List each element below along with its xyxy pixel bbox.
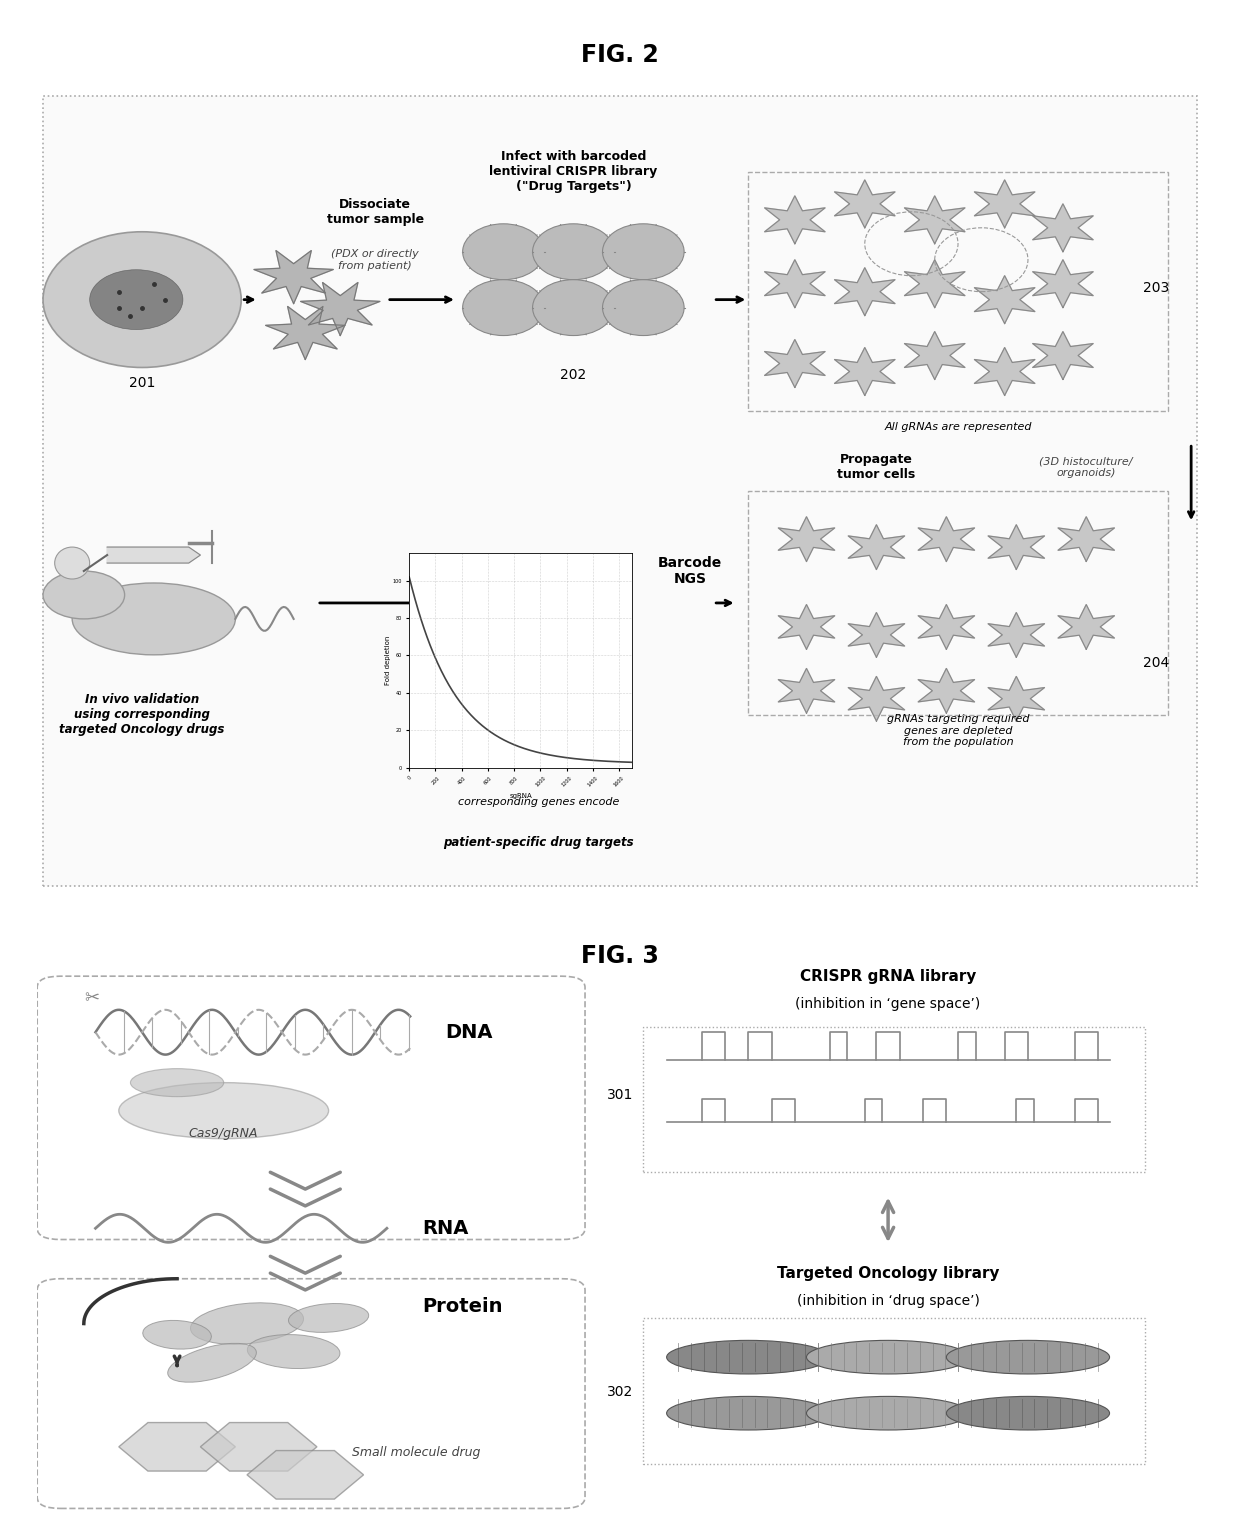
Text: ✂: ✂ [84,990,99,1007]
Circle shape [603,279,684,336]
Text: Cas9/gRNA: Cas9/gRNA [188,1127,258,1139]
Polygon shape [904,259,965,307]
Polygon shape [265,307,345,359]
Text: CRISPR gRNA library: CRISPR gRNA library [800,969,976,984]
Text: corresponding genes encode: corresponding genes encode [458,798,619,807]
Polygon shape [848,612,905,657]
Text: Infect with barcoded
lentiviral CRISPR library
("Drug Targets"): Infect with barcoded lentiviral CRISPR l… [490,150,657,193]
Polygon shape [254,250,334,304]
Text: 301: 301 [606,1088,634,1102]
Circle shape [603,224,684,279]
Text: 202: 202 [560,368,587,382]
Text: RNA: RNA [422,1219,469,1237]
Circle shape [532,224,614,279]
Text: 201: 201 [129,376,155,390]
Circle shape [43,232,241,367]
Polygon shape [975,347,1035,396]
Polygon shape [988,612,1044,657]
Polygon shape [835,267,895,316]
Polygon shape [848,677,905,721]
Text: Protein: Protein [422,1297,502,1315]
Text: 302: 302 [606,1386,634,1400]
Ellipse shape [667,1397,830,1431]
Polygon shape [119,1423,236,1471]
FancyBboxPatch shape [43,97,1197,886]
Circle shape [463,279,544,336]
Polygon shape [835,180,895,227]
Text: Barcode
NGS: Barcode NGS [657,556,722,586]
Ellipse shape [289,1303,368,1332]
Ellipse shape [191,1303,304,1345]
Polygon shape [201,1423,317,1471]
X-axis label: sgRNA: sgRNA [510,794,532,800]
Text: (inhibition in ‘gene space’): (inhibition in ‘gene space’) [796,998,981,1012]
Polygon shape [765,339,825,387]
Text: Dissociate
tumor sample: Dissociate tumor sample [326,198,424,226]
Polygon shape [918,605,975,649]
Polygon shape [848,525,905,569]
Ellipse shape [806,1397,970,1431]
Text: Identify depleted barcodes;: Identify depleted barcodes; [461,758,615,768]
Ellipse shape [130,1068,223,1096]
Y-axis label: Fold depletion: Fold depletion [384,635,391,685]
Polygon shape [835,347,895,396]
Ellipse shape [167,1343,257,1382]
Ellipse shape [946,1340,1110,1374]
Text: patient-specific drug targets: patient-specific drug targets [443,837,634,849]
Polygon shape [779,517,835,562]
Ellipse shape [806,1340,970,1374]
Polygon shape [975,180,1035,227]
Polygon shape [247,1451,363,1500]
Ellipse shape [143,1320,211,1349]
Text: (inhibition in ‘drug space’): (inhibition in ‘drug space’) [796,1294,980,1308]
Polygon shape [1033,259,1094,307]
Text: Small molecule drug: Small molecule drug [352,1446,480,1458]
Ellipse shape [247,1334,340,1369]
Polygon shape [918,517,975,562]
Text: gRNAs targeting required
genes are depleted
from the population: gRNAs targeting required genes are deple… [887,714,1029,748]
Ellipse shape [43,571,124,619]
Text: FIG. 3: FIG. 3 [582,944,658,969]
Polygon shape [918,668,975,714]
Polygon shape [779,668,835,714]
Text: FIG. 2: FIG. 2 [582,43,658,68]
Text: 204: 204 [1143,655,1169,669]
Text: In vivo validation
using corresponding
targeted Oncology drugs: In vivo validation using corresponding t… [60,694,224,737]
Polygon shape [1033,204,1094,252]
Text: DNA: DNA [445,1022,492,1042]
Polygon shape [904,196,965,244]
Ellipse shape [72,583,236,655]
Text: All gRNAs are represented: All gRNAs are represented [884,422,1032,433]
Polygon shape [988,677,1044,721]
Circle shape [463,224,544,279]
Polygon shape [975,276,1035,324]
Text: (3D histoculture/
organoids): (3D histoculture/ organoids) [1039,456,1133,477]
Text: 203: 203 [1143,281,1169,295]
Polygon shape [1033,332,1094,379]
Circle shape [532,279,614,336]
Polygon shape [988,525,1044,569]
Text: Propagate
tumor cells: Propagate tumor cells [837,453,915,482]
Polygon shape [1058,517,1115,562]
Ellipse shape [119,1082,329,1139]
Polygon shape [904,332,965,379]
Ellipse shape [946,1397,1110,1431]
Polygon shape [300,282,379,336]
Ellipse shape [55,546,89,579]
Polygon shape [107,546,201,563]
Text: (PDX or directly
from patient): (PDX or directly from patient) [331,249,419,270]
Ellipse shape [89,270,184,330]
Text: Targeted Oncology library: Targeted Oncology library [776,1266,999,1280]
Ellipse shape [667,1340,830,1374]
Polygon shape [1058,605,1115,649]
Polygon shape [765,196,825,244]
Polygon shape [765,259,825,307]
Polygon shape [779,605,835,649]
